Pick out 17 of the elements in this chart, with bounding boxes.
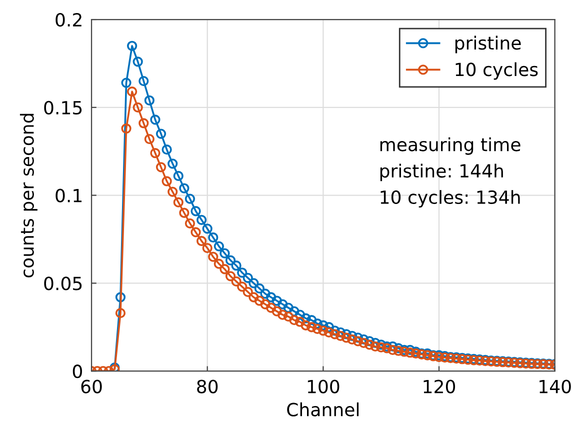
y-axis-title: counts per second <box>20 114 38 278</box>
legend-label: 10 cycles <box>456 62 538 80</box>
x-axis-title: Channel <box>287 402 359 416</box>
y-tick-label: 0.1 <box>56 188 82 202</box>
y-tick-label: 0.05 <box>44 276 82 290</box>
y-tick-label: 0.2 <box>56 12 82 27</box>
annotation: measuring time <box>380 137 520 155</box>
annotation: 10 cycles: 134h <box>380 190 520 208</box>
x-tick-label: 80 <box>197 380 218 394</box>
x-tick-label: 60 <box>81 380 102 394</box>
legend-label: pristine <box>455 36 521 54</box>
y-tick-label: 0 <box>72 364 82 378</box>
annotation: pristine: 144h <box>380 164 503 182</box>
x-tick-label: 100 <box>308 380 340 394</box>
x-tick-label: 140 <box>540 380 571 394</box>
y-tick-label: 0.15 <box>44 100 82 115</box>
x-tick-label: 120 <box>424 380 456 394</box>
